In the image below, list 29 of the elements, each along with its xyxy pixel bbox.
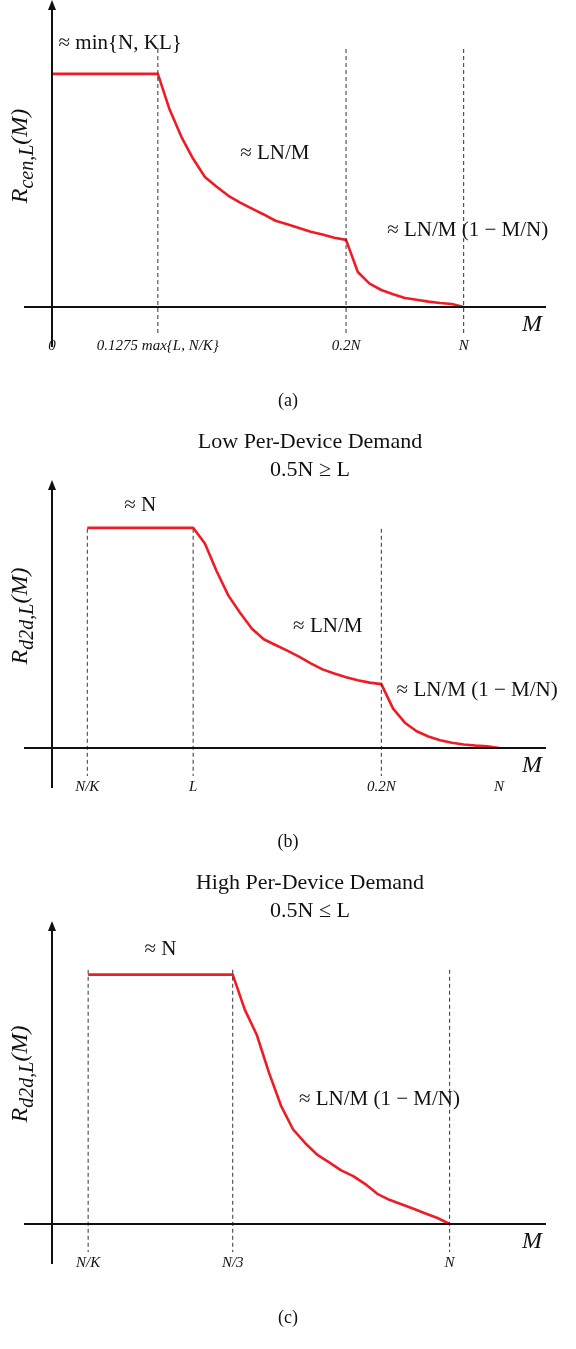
x-tick-label: N xyxy=(457,336,470,353)
annotation: ≈ LN/M xyxy=(240,139,310,164)
x-axis-title: M xyxy=(521,1227,544,1254)
x-tick-label: 0.2N xyxy=(331,336,362,353)
x-axis-title: M xyxy=(521,310,544,337)
text: (c) xyxy=(277,1306,299,1329)
chart-title: Low Per-Device Demand xyxy=(197,427,423,453)
chart-subtitle: 0.5N ≥ L xyxy=(270,456,350,482)
annotation: ≈ LN/M (1 − M/N) xyxy=(299,1085,461,1110)
x-tick-label: 0.2N xyxy=(366,777,397,794)
text: ≈ N xyxy=(124,492,157,517)
x-tick-label: 0 xyxy=(48,336,57,353)
x-tick-label: N xyxy=(443,1253,456,1270)
x-tick-label: N xyxy=(492,777,505,794)
chart-title: High Per-Device Demand xyxy=(195,868,425,894)
annotation: ≈ LN/M (1 − M/N) xyxy=(396,677,558,702)
text: ≈ min{N, KL} xyxy=(58,30,182,55)
text: (a) xyxy=(277,389,299,412)
x-tick-label: N/3 xyxy=(220,1253,244,1270)
x-tick-label: N/K xyxy=(74,777,101,794)
x-axis-title: M xyxy=(521,751,544,778)
x-tick-label: 0.1275 max{L, N/K} xyxy=(96,336,219,353)
x-tick-label: N/K xyxy=(75,1253,102,1270)
x-tick-label: L xyxy=(187,777,198,794)
annotation: ≈ LN/M (1 − M/N) xyxy=(387,216,549,241)
annotation: ≈ LN/M xyxy=(293,613,363,638)
text: (b) xyxy=(276,830,300,853)
chart-subtitle: 0.5N ≤ L xyxy=(270,897,350,923)
text: ≈ N xyxy=(144,936,177,961)
